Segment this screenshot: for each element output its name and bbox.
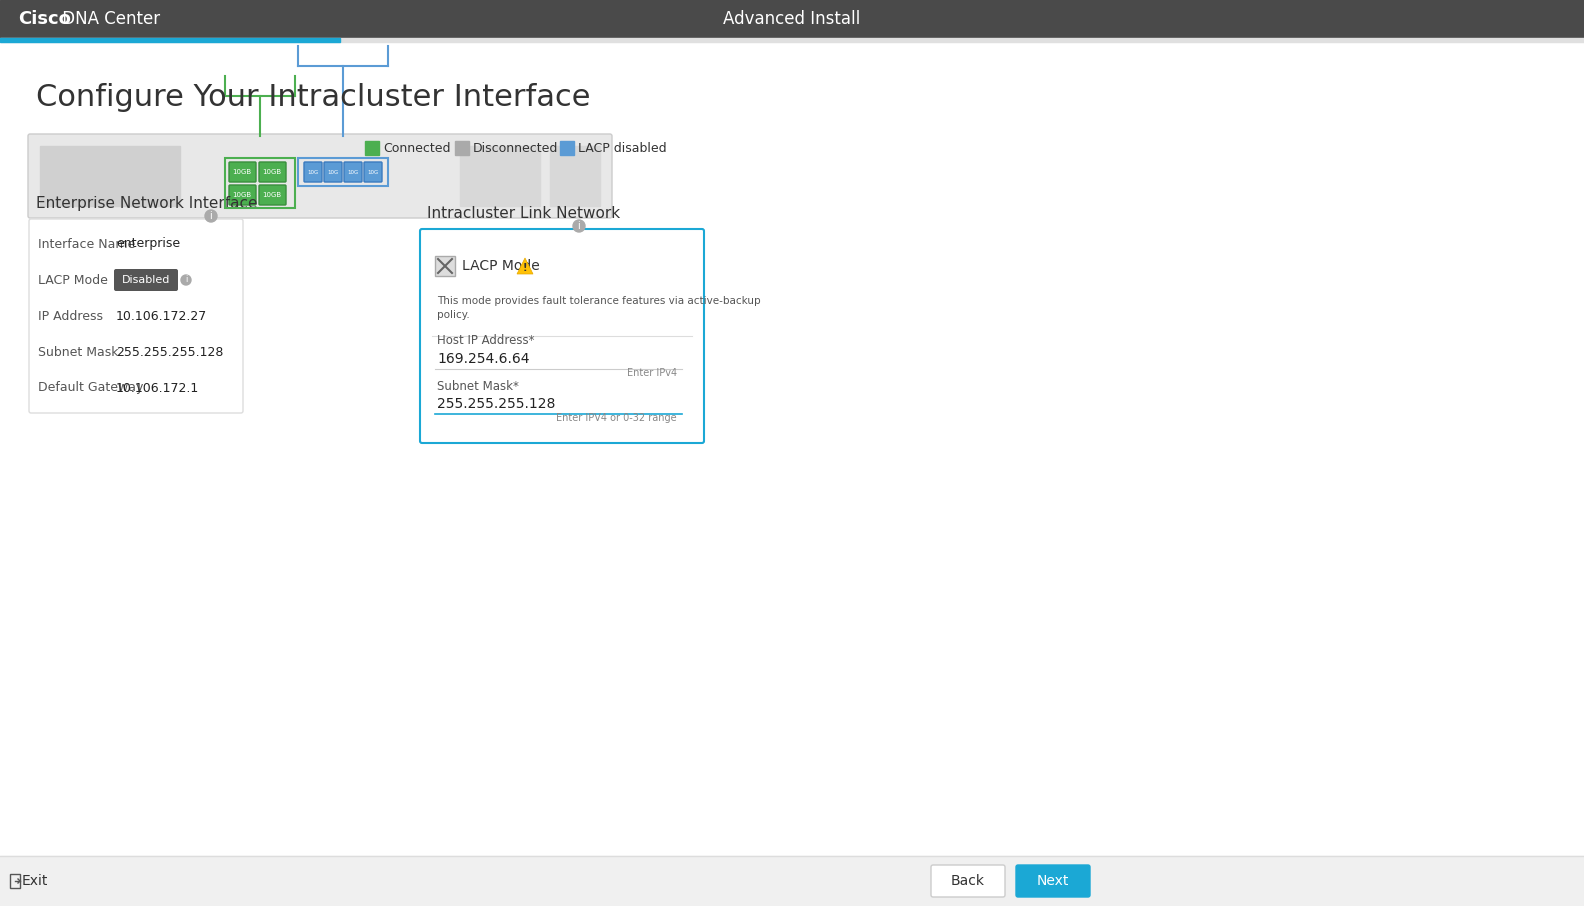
Text: IP Address: IP Address [38,310,103,323]
Bar [0,38,341,42]
FancyBboxPatch shape [260,185,287,205]
Text: Host IP Address*: Host IP Address* [437,334,534,348]
Text: 255.255.255.128: 255.255.255.128 [437,397,556,411]
Bar [436,256,455,276]
Text: Interface Name: Interface Name [38,237,135,250]
FancyBboxPatch shape [325,162,342,182]
Text: 10GB: 10GB [263,169,282,175]
Text: 10GB: 10GB [233,192,252,198]
Bar [364,141,379,155]
Circle shape [181,275,192,285]
Circle shape [204,210,217,222]
FancyBboxPatch shape [230,162,257,182]
Circle shape [573,220,584,232]
Text: i: i [185,275,187,284]
Text: 10G: 10G [328,169,339,175]
FancyBboxPatch shape [230,185,257,205]
Bar [459,146,540,206]
Text: 169.254.6.64: 169.254.6.64 [437,352,529,366]
Text: LACP Mode: LACP Mode [463,259,540,273]
FancyBboxPatch shape [29,219,242,413]
Text: 10.106.172.27: 10.106.172.27 [116,310,208,323]
Bar [0,0,1584,38]
Text: i: i [578,221,580,231]
Text: Enter IPv4: Enter IPv4 [627,368,676,378]
Text: Next: Next [1038,874,1069,888]
Text: Back: Back [950,874,985,888]
Bar [40,146,181,206]
FancyBboxPatch shape [1015,865,1090,897]
Bar [0,856,1584,906]
FancyBboxPatch shape [364,162,382,182]
Text: Disconnected: Disconnected [474,141,559,155]
Bar [550,146,600,206]
Text: !: ! [523,263,527,273]
Text: Subnet Mask: Subnet Mask [38,345,119,359]
FancyBboxPatch shape [420,229,703,443]
Text: Configure Your Intracluster Interface: Configure Your Intracluster Interface [36,83,591,112]
Text: LACP disabled: LACP disabled [578,141,667,155]
Text: 10GB: 10GB [233,169,252,175]
Text: Subnet Mask*: Subnet Mask* [437,380,520,392]
Bar [561,141,573,155]
Text: 255.255.255.128: 255.255.255.128 [116,345,223,359]
FancyBboxPatch shape [260,162,287,182]
Text: Exit: Exit [22,874,49,888]
Text: Enter IPV4 or 0-32 range: Enter IPV4 or 0-32 range [556,413,676,423]
Text: 10G: 10G [307,169,318,175]
FancyBboxPatch shape [114,269,177,291]
Bar [455,141,469,155]
Text: Disabled: Disabled [122,275,169,285]
Bar [298,158,388,186]
Text: Intracluster Link Network: Intracluster Link Network [428,206,619,221]
Bar [10,874,21,888]
Text: Enterprise Network Interface: Enterprise Network Interface [36,196,258,211]
FancyBboxPatch shape [344,162,363,182]
Text: i: i [209,211,212,221]
Text: 10G: 10G [347,169,358,175]
Text: Default Gateway: Default Gateway [38,381,144,394]
FancyBboxPatch shape [931,865,1004,897]
Bar [0,38,1584,42]
Text: 10G: 10G [367,169,379,175]
Text: 10GB: 10GB [263,192,282,198]
Bar [225,158,295,208]
Text: DNA Center: DNA Center [57,10,160,28]
Text: 10.106.172.1: 10.106.172.1 [116,381,200,394]
Text: LACP Mode: LACP Mode [38,274,108,286]
Text: enterprise: enterprise [116,237,181,250]
Text: Cisco: Cisco [17,10,71,28]
Text: Connected: Connected [383,141,450,155]
FancyBboxPatch shape [304,162,322,182]
Text: This mode provides fault tolerance features via active-backup
policy.: This mode provides fault tolerance featu… [437,296,760,320]
FancyBboxPatch shape [29,134,611,218]
Text: Advanced Install: Advanced Install [724,10,860,28]
Polygon shape [516,258,532,274]
